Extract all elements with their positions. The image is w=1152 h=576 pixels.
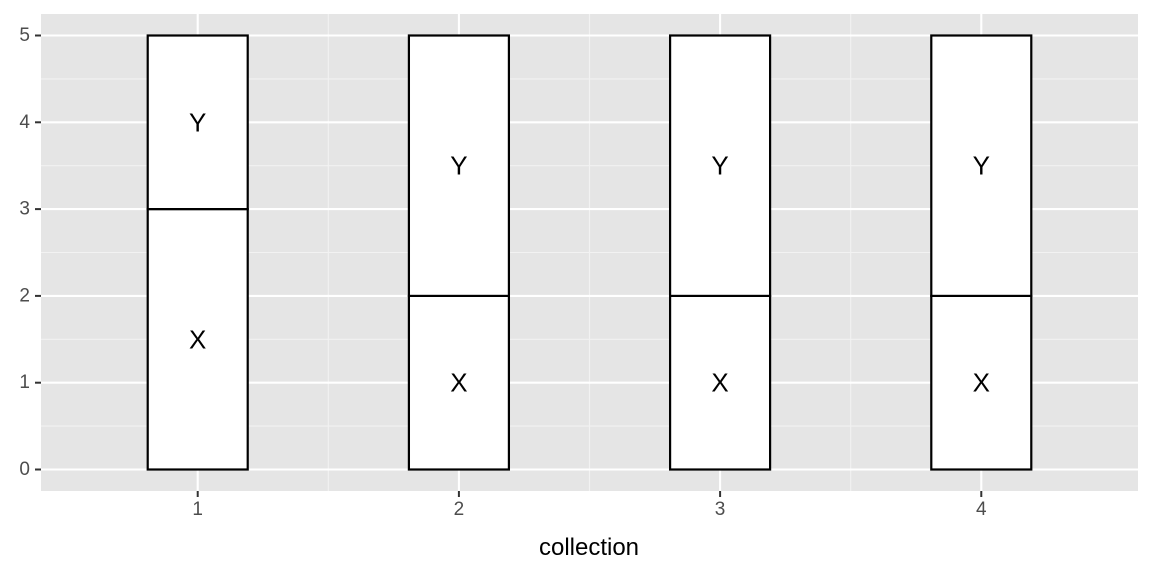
- y-tick-label: 2: [19, 285, 30, 306]
- x-tick-label: 2: [454, 499, 465, 520]
- x-axis-ticks: 1 2 3 4: [192, 491, 987, 520]
- segment-label-x-2: X: [450, 368, 467, 398]
- segment-labels: X Y X Y X Y X Y: [189, 107, 990, 397]
- y-tick-label: 1: [19, 372, 30, 393]
- bar-segment-y-4: [930, 34, 1033, 297]
- y-tick-label: 3: [19, 199, 30, 220]
- x-tick-label: 3: [715, 499, 726, 520]
- bar-segment-x-4: [930, 294, 1033, 471]
- segment-label-x-1: X: [189, 324, 206, 354]
- y-tick-label: 4: [19, 112, 30, 133]
- bar-segment-x-3: [668, 294, 772, 471]
- x-tick-label: 4: [976, 499, 987, 520]
- segment-label-y-2: Y: [450, 151, 467, 181]
- y-tick-label: 0: [19, 459, 30, 480]
- y-axis-ticks: 0 1 2 3 4 5: [19, 25, 41, 480]
- bar-segment-y-1: [146, 34, 249, 211]
- bars: [146, 34, 1033, 471]
- bar-segment-x-1: [146, 208, 249, 471]
- segment-label-y-4: Y: [973, 151, 990, 181]
- segment-label-y-3: Y: [711, 151, 728, 181]
- y-tick-label: 5: [19, 25, 30, 46]
- x-tick-label: 1: [192, 499, 203, 520]
- segment-label-x-4: X: [973, 368, 990, 398]
- x-axis-title: collection: [539, 534, 639, 561]
- segment-label-x-3: X: [711, 368, 728, 398]
- bar-segment-y-3: [668, 34, 772, 297]
- bar-segment-y-2: [407, 34, 511, 297]
- segment-label-y-1: Y: [189, 107, 206, 137]
